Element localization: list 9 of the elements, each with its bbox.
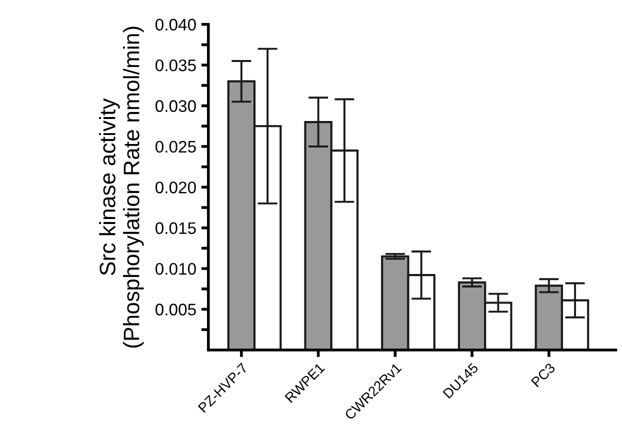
y-tick-label: 0.025 bbox=[156, 140, 196, 153]
y-tick-label: 0.010 bbox=[156, 262, 196, 275]
y-axis-title: Src kinase activity (Phosphorylation Rate nmol/min) bbox=[99, 26, 144, 348]
y-tick-label: 0.015 bbox=[156, 222, 196, 234]
y-tick-label: 0.020 bbox=[156, 182, 196, 194]
y-tick-label: 0.030 bbox=[156, 100, 196, 112]
y-tick-label: 0.040 bbox=[156, 18, 196, 31]
y-tick-label: 0.005 bbox=[156, 304, 196, 316]
y-tick-label: 0.035 bbox=[156, 59, 196, 72]
